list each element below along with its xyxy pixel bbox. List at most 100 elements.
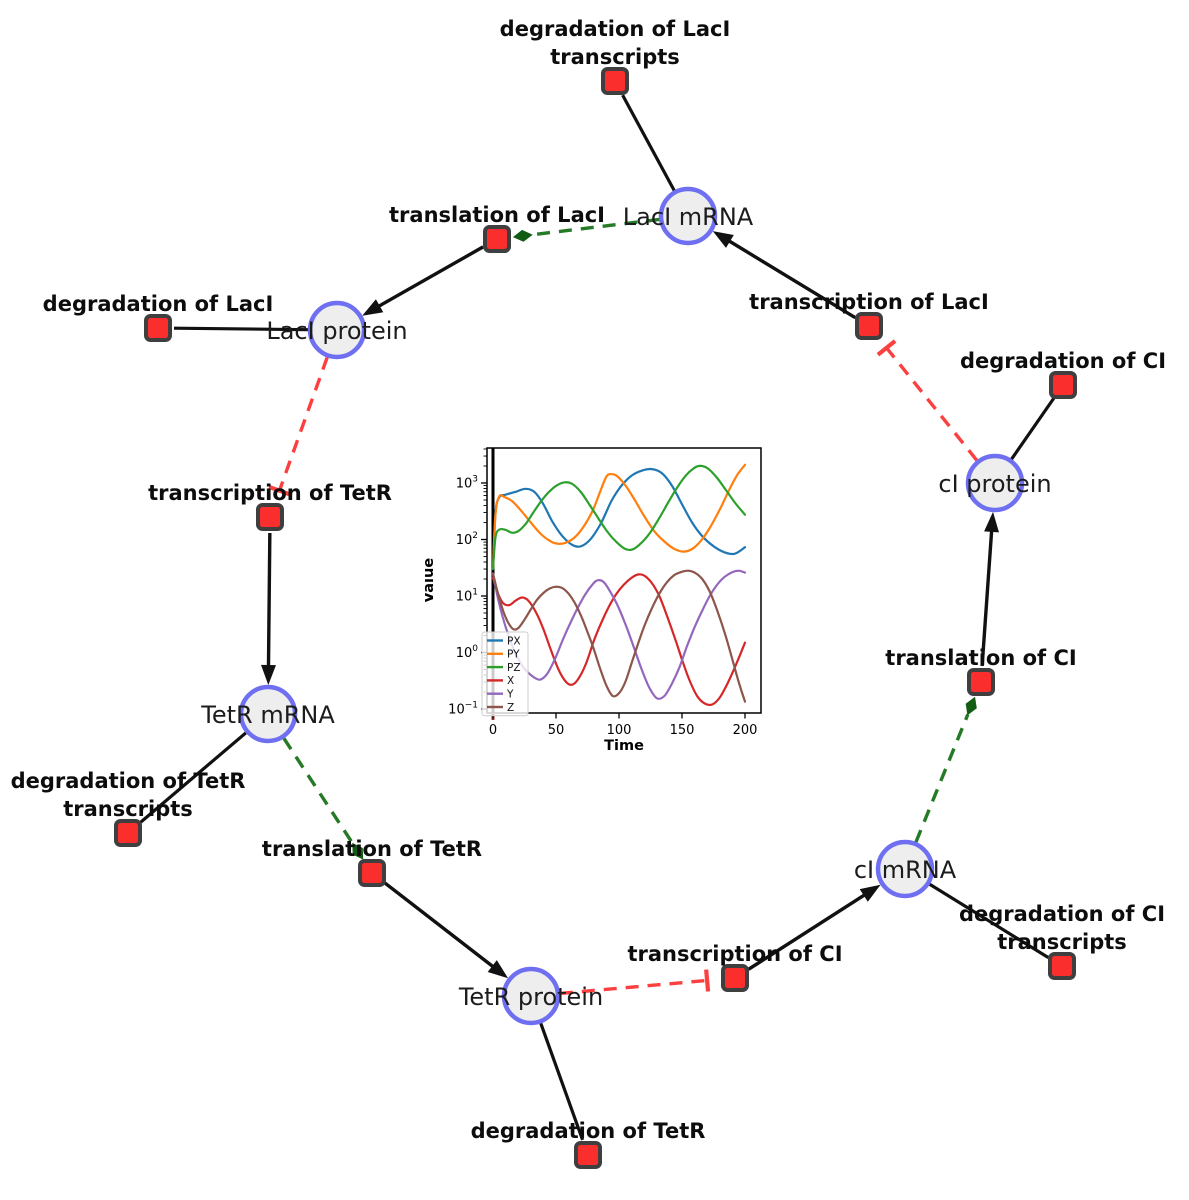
edge-consumption-laci-protein-to-degradation-of-laci bbox=[173, 326, 309, 332]
legend-label-x: X bbox=[507, 675, 514, 687]
reaction-node-translation-of-ci[interactable] bbox=[967, 668, 995, 696]
edge-production-translation-of-ci-to-ci-protein bbox=[980, 511, 999, 667]
legend-label-px: PX bbox=[507, 635, 521, 647]
reaction-node-degradation-of-tetr[interactable] bbox=[574, 1141, 602, 1169]
reaction-square-degradation-of-ci[interactable] bbox=[1049, 371, 1077, 399]
y-tick-label: 102 bbox=[456, 531, 478, 548]
reaction-square-degradation-of-tetr-transcripts[interactable] bbox=[114, 819, 142, 847]
species-circle-ci-mrna[interactable] bbox=[875, 839, 935, 899]
species-circle-laci-mrna[interactable] bbox=[658, 186, 718, 246]
reaction-node-degradation-of-ci-transcripts[interactable] bbox=[1048, 952, 1076, 980]
edge-consumption-ci-protein-to-degradation-of-ci bbox=[1010, 397, 1056, 461]
species-node-laci-protein[interactable] bbox=[307, 300, 367, 360]
series-line-pz bbox=[491, 464, 747, 571]
inhibition-tee-icon bbox=[876, 339, 897, 357]
edge-inhibition-tetr-protein-to-transcription-of-ci bbox=[559, 969, 711, 996]
legend-label-py: PY bbox=[507, 649, 520, 661]
x-tick-label: 150 bbox=[670, 723, 695, 738]
reaction-square-translation-of-laci[interactable] bbox=[483, 225, 511, 253]
modifier-diamond-icon bbox=[965, 696, 977, 716]
series-line-y bbox=[491, 569, 747, 700]
reaction-square-transcription-of-laci[interactable] bbox=[855, 312, 883, 340]
arrowhead-icon bbox=[859, 884, 881, 902]
reaction-label-translation-of-ci: translation of CI bbox=[885, 646, 1076, 670]
legend-label-pz: PZ bbox=[507, 662, 521, 674]
edge-modifier-tetr-mrna-to-translation-of-tetr bbox=[282, 737, 364, 860]
arrowhead-icon bbox=[487, 960, 509, 979]
x-tick-label: 50 bbox=[548, 723, 565, 738]
x-tick-label: 100 bbox=[607, 723, 632, 738]
edge-consumption-laci-mrna-to-degradation-of-laci-transcripts bbox=[621, 94, 676, 192]
edge-inhibition-ci-protein-to-transcription-of-laci bbox=[876, 339, 979, 462]
arrowhead-icon bbox=[362, 299, 384, 316]
reaction-square-transcription-of-tetr[interactable] bbox=[256, 503, 284, 531]
reaction-node-transcription-of-ci[interactable] bbox=[721, 964, 749, 992]
legend-box bbox=[481, 631, 529, 717]
reaction-node-degradation-of-ci[interactable] bbox=[1049, 371, 1077, 399]
reaction-node-translation-of-tetr[interactable] bbox=[358, 859, 386, 887]
reaction-label-degradation-of-ci-transcripts: degradation of CI bbox=[959, 902, 1165, 926]
reaction-square-degradation-of-laci[interactable] bbox=[144, 314, 172, 342]
species-circle-tetr-mrna[interactable] bbox=[238, 684, 298, 744]
arrowhead-icon bbox=[712, 231, 734, 248]
edge-production-transcription-of-laci-to-laci-mrna bbox=[712, 231, 857, 320]
reaction-node-transcription-of-laci[interactable] bbox=[855, 312, 883, 340]
plot-background bbox=[487, 448, 761, 713]
legend-label-z: Z bbox=[507, 702, 514, 714]
reaction-square-transcription-of-ci[interactable] bbox=[721, 964, 749, 992]
labels-layer: LacI mRNA LacI protein TetR mRNA TetR prote… bbox=[11, 17, 1166, 1143]
y-tick-label: 101 bbox=[456, 588, 478, 605]
x-tick-label: 0 bbox=[489, 723, 497, 738]
reaction-square-translation-of-ci[interactable] bbox=[967, 668, 995, 696]
reaction-label-degradation-of-tetr: degradation of TetR bbox=[471, 1119, 706, 1143]
chart-series-layer bbox=[491, 448, 747, 713]
reaction-label-degradation-of-ci: degradation of CI bbox=[960, 349, 1166, 373]
arrowhead-icon bbox=[261, 664, 276, 685]
reaction-square-degradation-of-tetr[interactable] bbox=[574, 1141, 602, 1169]
species-circle-laci-protein[interactable] bbox=[307, 300, 367, 360]
reaction-node-translation-of-laci[interactable] bbox=[483, 225, 511, 253]
species-label-laci-mrna: LacI mRNA bbox=[623, 203, 754, 231]
reaction-label-degradation-of-laci-transcripts-line2: transcripts bbox=[550, 45, 680, 69]
species-node-laci-mrna[interactable] bbox=[658, 186, 718, 246]
reaction-node-degradation-of-laci[interactable] bbox=[144, 314, 172, 342]
species-label-laci-protein: LacI protein bbox=[266, 317, 407, 345]
edge-consumption-ci-mrna-to-degradation-of-ci-transcripts bbox=[928, 882, 1050, 959]
species-node-tetr-mrna[interactable] bbox=[238, 684, 298, 744]
species-node-tetr-protein[interactable] bbox=[501, 966, 561, 1026]
species-circle-tetr-protein[interactable] bbox=[501, 966, 561, 1026]
series-line-z bbox=[491, 569, 747, 703]
y-tick-label: 100 bbox=[456, 644, 479, 661]
reaction-label-degradation-of-laci-transcripts: degradation of LacI bbox=[500, 17, 731, 41]
reaction-node-degradation-of-tetr-transcripts[interactable] bbox=[114, 819, 142, 847]
reaction-label-transcription-of-ci: transcription of CI bbox=[627, 942, 842, 966]
reaction-label-translation-of-tetr: translation of TetR bbox=[262, 837, 482, 861]
edge-inhibition-laci-protein-to-transcription-of-tetr bbox=[268, 356, 329, 497]
y-axis-label: Value bbox=[425, 558, 437, 604]
edge-production-transcription-of-tetr-to-tetr-mrna bbox=[261, 532, 276, 685]
reaction-square-translation-of-tetr[interactable] bbox=[358, 859, 386, 887]
edge-consumption-tetr-mrna-to-degradation-of-tetr-transcripts bbox=[139, 731, 247, 824]
reaction-label-degradation-of-ci-transcripts-line2: transcripts bbox=[997, 930, 1127, 954]
species-label-ci-protein: cI protein bbox=[938, 470, 1051, 498]
reaction-node-transcription-of-tetr[interactable] bbox=[256, 503, 284, 531]
edge-production-translation-of-tetr-to-tetr-protein bbox=[383, 881, 509, 979]
series-line-px bbox=[491, 467, 747, 571]
species-circle-ci-protein[interactable] bbox=[965, 453, 1025, 513]
reaction-square-degradation-of-ci-transcripts[interactable] bbox=[1048, 952, 1076, 980]
x-axis-label: Time bbox=[604, 738, 644, 754]
reaction-node-degradation-of-laci-transcripts[interactable] bbox=[601, 67, 629, 95]
edge-modifier-ci-mrna-to-translation-of-ci bbox=[914, 696, 977, 843]
edge-consumption-tetr-protein-to-degradation-of-tetr bbox=[539, 1022, 585, 1141]
species-node-ci-mrna[interactable] bbox=[875, 839, 935, 899]
species-node-ci-protein[interactable] bbox=[965, 453, 1025, 513]
reaction-label-transcription-of-laci: transcription of LacI bbox=[749, 290, 989, 314]
series-line-py bbox=[491, 463, 747, 571]
modifier-diamond-icon bbox=[352, 842, 364, 860]
reaction-square-degradation-of-laci-transcripts[interactable] bbox=[601, 67, 629, 95]
reaction-label-degradation-of-tetr-transcripts: degradation of TetR bbox=[11, 769, 246, 793]
series-line-x bbox=[491, 573, 747, 707]
